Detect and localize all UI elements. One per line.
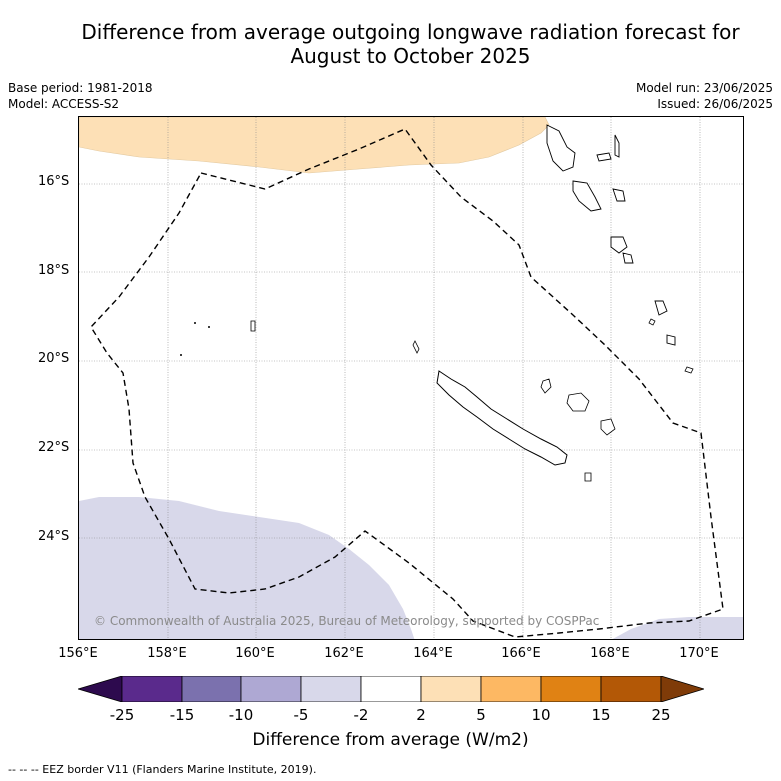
positive-anomaly-region — [79, 117, 550, 174]
eez-legend-note: -- -- -- EEZ border V11 (Flanders Marine… — [8, 763, 317, 776]
chesterfield-islet — [250, 320, 256, 332]
coral-sea-islet-3 — [180, 354, 182, 356]
lifou-island — [566, 392, 590, 412]
isle-of-pines — [584, 472, 592, 482]
lon-label-168e: 168°E — [590, 646, 630, 661]
graticule — [79, 117, 743, 639]
colorbar-bin-8 — [540, 675, 602, 703]
lon-label-170e: 170°E — [679, 646, 719, 661]
meta-right: Model run: 23/06/2025 Issued: 26/06/2025 — [636, 80, 773, 112]
colorbar-tick-6: 2 — [416, 706, 426, 724]
colorbar — [76, 675, 706, 703]
new-caledonia-island — [436, 370, 568, 466]
model-run-text: Model run: 23/06/2025 — [635, 81, 773, 95]
walpole-island — [648, 318, 656, 326]
colorbar-tick-10: 25 — [651, 706, 671, 724]
colorbar-bin-9 — [600, 675, 662, 703]
ambae-island — [596, 152, 612, 162]
matthew-island — [684, 366, 694, 374]
colorbar-tick-9: 15 — [591, 706, 611, 724]
colorbar-tick-2: -15 — [169, 706, 195, 724]
lat-label-22s: 22°S — [38, 440, 70, 455]
lon-label-158e: 158°E — [147, 646, 187, 661]
erromango-island — [622, 252, 634, 264]
colorbar-tick-5: -2 — [353, 706, 369, 724]
colorbar-title: Difference from average (W/m2) — [252, 730, 529, 750]
espiritu-santo-island — [546, 124, 576, 172]
copyright-text: © Commonwealth of Australia 2025, Bureau… — [94, 614, 600, 628]
tanna-island — [654, 300, 668, 316]
aneityum-island — [666, 334, 676, 346]
map-title: Difference from average outgoing longwav… — [0, 20, 781, 68]
colorbar-bin-6 — [420, 675, 482, 703]
belep-islands — [412, 340, 420, 354]
negative-anomaly-region — [79, 497, 415, 639]
colorbar-bin-3 — [240, 675, 302, 703]
colorbar-svg — [76, 675, 706, 703]
lat-label-18s: 18°S — [38, 263, 70, 278]
issued-text: Issued: 26/06/2025 — [657, 97, 773, 111]
meta-left: Base period: 1981-2018 Model: ACCESS-S2 — [8, 80, 153, 112]
lon-label-156e: 156°E — [58, 646, 98, 661]
colorbar-bin-2 — [181, 675, 242, 703]
colorbar-bin-5 — [360, 675, 422, 703]
model-text: Model: ACCESS-S2 — [8, 97, 120, 111]
lat-label-16s: 16°S — [38, 174, 70, 189]
mare-island — [600, 418, 616, 436]
colorbar-extend-low — [76, 675, 123, 703]
lat-label-20s: 20°S — [38, 351, 70, 366]
map-frame — [78, 116, 744, 640]
lon-label-166e: 166°E — [501, 646, 541, 661]
colorbar-tick-1: -25 — [109, 706, 135, 724]
lon-label-160e: 160°E — [235, 646, 275, 661]
title-line-1: Difference from average outgoing longwav… — [81, 20, 740, 44]
pentecost-island — [612, 188, 626, 202]
negative-anomaly-region-2 — [612, 617, 743, 639]
title-line-2: August to October 2025 — [290, 44, 531, 68]
efate-island — [610, 236, 628, 254]
colorbar-tick-3: -10 — [228, 706, 254, 724]
maewo-island — [614, 134, 620, 158]
colorbar-tick-4: -5 — [293, 706, 309, 724]
colorbar-tick-7: 5 — [476, 706, 486, 724]
base-period-text: Base period: 1981-2018 — [8, 81, 153, 95]
lon-label-162e: 162°E — [324, 646, 364, 661]
eez-border — [90, 128, 724, 638]
colorbar-bin-7 — [480, 675, 542, 703]
coral-sea-islet-2 — [208, 326, 210, 328]
colorbar-tick-8: 10 — [531, 706, 551, 724]
ouvea-island — [540, 378, 552, 394]
coral-sea-islet-1 — [194, 322, 196, 324]
colorbar-bin-4 — [300, 675, 362, 703]
colorbar-bin-1 — [121, 675, 183, 703]
lat-label-24s: 24°S — [38, 529, 70, 544]
lon-label-164e: 164°E — [413, 646, 453, 661]
map-svg — [79, 117, 743, 639]
malekula-island — [572, 180, 602, 212]
colorbar-extend-high — [660, 675, 706, 703]
